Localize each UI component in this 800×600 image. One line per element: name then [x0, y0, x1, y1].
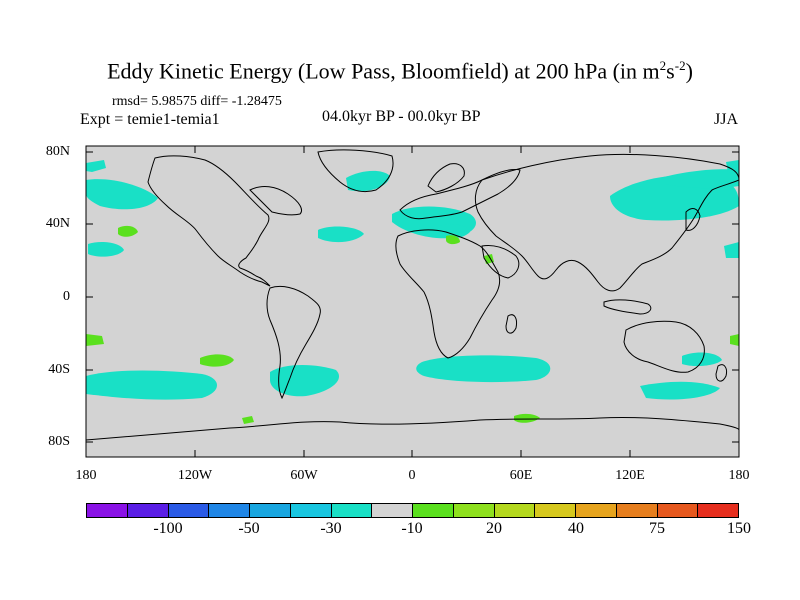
colorbar-label: 75 [649, 520, 665, 537]
colorbar-swatch [250, 504, 291, 517]
lon-label-180-east: 180 [728, 468, 750, 483]
colorbar [86, 503, 739, 518]
lon-label-120e: 120E [615, 468, 645, 483]
anomaly-region [86, 370, 217, 400]
lon-label-0: 0 [408, 468, 416, 483]
experiment-label: Expt = temie1-temia1 [80, 111, 220, 128]
lat-label-0: 0 [63, 289, 70, 304]
map-frame [85, 145, 740, 458]
colorbar-label: 40 [568, 520, 584, 537]
coastline-new-zealand [715, 364, 727, 382]
coastline-africa [395, 229, 501, 359]
coastline-arabia [481, 245, 520, 279]
lon-label-180-west: 180 [75, 468, 97, 483]
anomaly-region [726, 160, 739, 174]
colorbar-label: -50 [238, 520, 260, 537]
colorbar-swatch [290, 504, 332, 517]
anomaly-regions [86, 160, 739, 424]
anomaly-region [660, 169, 739, 189]
anomaly-region [200, 354, 234, 367]
lat-label-80n: 80N [45, 144, 70, 159]
colorbar-swatch [127, 504, 169, 517]
anomaly-region [242, 416, 254, 424]
anomaly-region [118, 225, 138, 237]
colorbar-label: -100 [153, 520, 183, 537]
anomaly-region [270, 365, 340, 397]
anomaly-region [446, 235, 460, 245]
colorbar-swatch [168, 504, 210, 517]
coastline-madagascar [505, 314, 517, 334]
colorbar-swatch [87, 504, 128, 517]
anomaly-region [682, 352, 722, 367]
anomaly-region [86, 160, 106, 172]
colorbar-swatch [657, 504, 699, 517]
axis-ticks [86, 146, 739, 457]
lon-label-120w: 120W [177, 468, 213, 483]
anomaly-region [514, 413, 540, 423]
colorbar-swatch [616, 504, 658, 517]
colorbar-swatch [576, 504, 617, 517]
lat-label-40n: 40N [45, 216, 70, 231]
stats-text: rmsd= 5.98575 diff= -1.28475 [112, 94, 282, 109]
colorbar-swatch [698, 504, 738, 517]
season-label: JJA [714, 111, 739, 128]
anomaly-region [440, 224, 470, 239]
anomaly-region [86, 334, 104, 346]
colorbar-swatch [209, 504, 250, 517]
coastline-scandinavia [427, 163, 465, 193]
anomaly-region [730, 334, 739, 346]
coastline-south-america [266, 285, 321, 400]
anomaly-region [88, 242, 124, 257]
colorbar-swatch [413, 504, 454, 517]
coastlines [86, 149, 739, 441]
anomaly-region [416, 355, 551, 383]
lat-label-80s: 80S [48, 434, 70, 449]
coastline-japan [685, 208, 701, 231]
colorbar-swatch [535, 504, 576, 517]
colorbar-label: 20 [486, 520, 502, 537]
colorbar-swatch [331, 504, 373, 517]
anomaly-region [640, 381, 720, 400]
anomaly-region [724, 242, 739, 258]
coastline-asia [474, 153, 739, 292]
colorbar-label: 150 [727, 520, 751, 537]
colorbar-swatch [494, 504, 536, 517]
lon-label-60e: 60E [509, 468, 533, 483]
anomaly-region [86, 179, 158, 210]
anomaly-region [318, 226, 364, 243]
anomaly-region [346, 170, 390, 192]
colorbar-label: -10 [401, 520, 423, 537]
coastline-indonesia [603, 299, 652, 315]
coastline-australia [623, 320, 705, 373]
period-label: 04.0kyr BP - 00.0kyr BP [322, 108, 481, 125]
colorbar-swatch [453, 504, 495, 517]
lat-label-40s: 40S [48, 362, 70, 377]
coastline-antarctica [86, 416, 739, 441]
plot-title: Eddy Kinetic Energy (Low Pass, Bloomfiel… [107, 58, 693, 84]
colorbar-swatch [372, 504, 413, 517]
coastline-greenland [317, 149, 394, 193]
lon-label-60w: 60W [290, 468, 318, 483]
coastline-europe [399, 169, 521, 220]
coastline-north-america [147, 155, 271, 287]
coastline-labrador [249, 186, 302, 216]
colorbar-label: -30 [320, 520, 342, 537]
